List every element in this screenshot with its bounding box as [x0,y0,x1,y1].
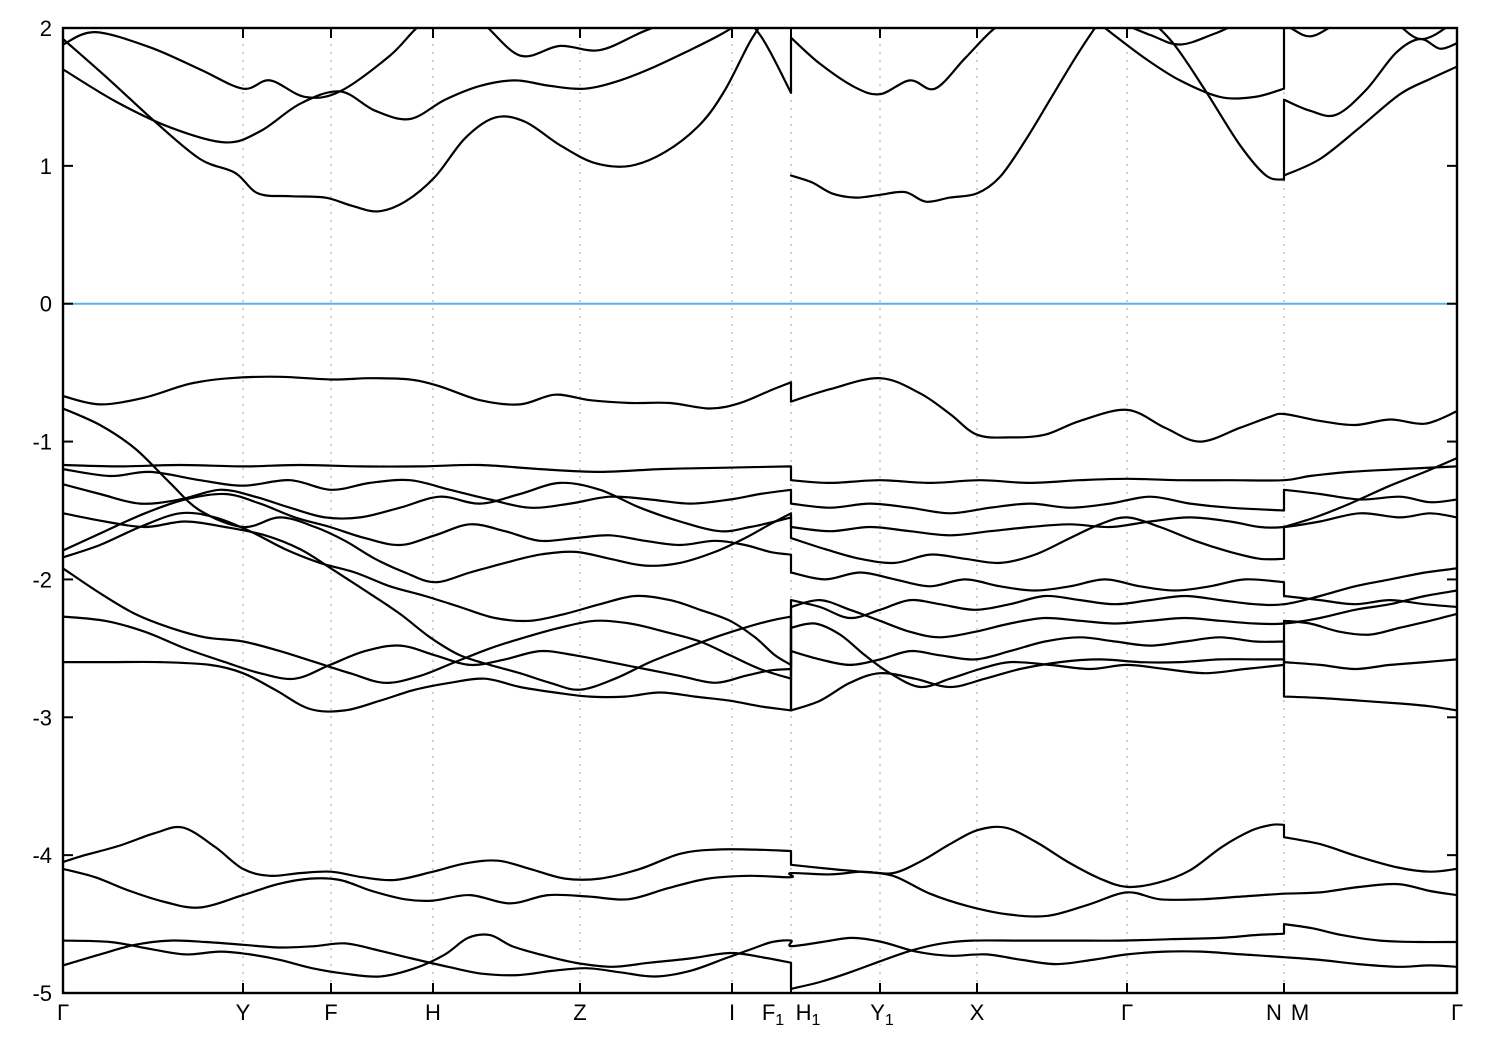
k-point-label: I [729,1000,735,1025]
y-tick-label: -5 [32,981,52,1006]
band-curve [63,468,1457,515]
band-curve [63,481,1457,537]
band-curve [1157,28,1457,181]
k-point-label: F [324,1000,337,1025]
band-curve [63,511,1457,666]
k-point-label: Y1 [870,1000,894,1029]
band-curve [63,567,1457,684]
y-axis-labels: 2 1 0 -1 -2 -3 -4 -5 [32,16,52,1006]
band-curve [63,567,1457,684]
y-tick-label: -2 [32,567,52,592]
y-tick-label: -4 [32,843,52,868]
y-tick-label: -1 [32,430,52,455]
frame-rect [61,26,1459,995]
k-point-label: F1 [762,1000,784,1029]
k-point-gridlines [242,28,1285,993]
y-tick-label: 0 [40,292,52,317]
band-curve [63,375,1457,443]
band-curve [63,823,1457,909]
k-point-label: M [1291,1000,1309,1025]
band-curve [63,463,1457,484]
k-point-label: Z [573,1000,586,1025]
axis-ticks [62,27,1458,994]
k-point-label: Γ [57,1000,69,1025]
band-curve [63,28,734,144]
band-curve [63,612,1457,713]
band-curve [63,936,1457,978]
k-point-label: H [425,1000,441,1025]
band-curve [63,512,1457,712]
k-point-label: Γ [1121,1000,1133,1025]
k-point-label: H1 [796,1000,821,1029]
y-tick-label: -3 [32,705,52,730]
band-curve [63,407,1457,584]
band-curve [63,492,1457,609]
band-curve [1103,28,1286,100]
y-tick-label: 2 [40,16,52,41]
band-curve [63,28,1448,99]
plot-frame [61,26,1459,995]
y-tick-label: 1 [40,154,52,179]
k-point-label: Y [236,1000,251,1025]
k-point-label: X [970,1000,985,1025]
band-curve [63,825,1457,918]
band-curve [63,923,1457,990]
band-curves [63,28,1457,990]
k-point-label: Γ [1451,1000,1463,1025]
x-axis-labels: Γ Y F H Z I F1 H1 Y1 X Γ N M Γ [57,1000,1463,1029]
k-point-label: N [1266,1000,1282,1025]
band-curve [1282,65,1457,177]
band-curve [789,28,1097,203]
band-curve [63,28,760,213]
